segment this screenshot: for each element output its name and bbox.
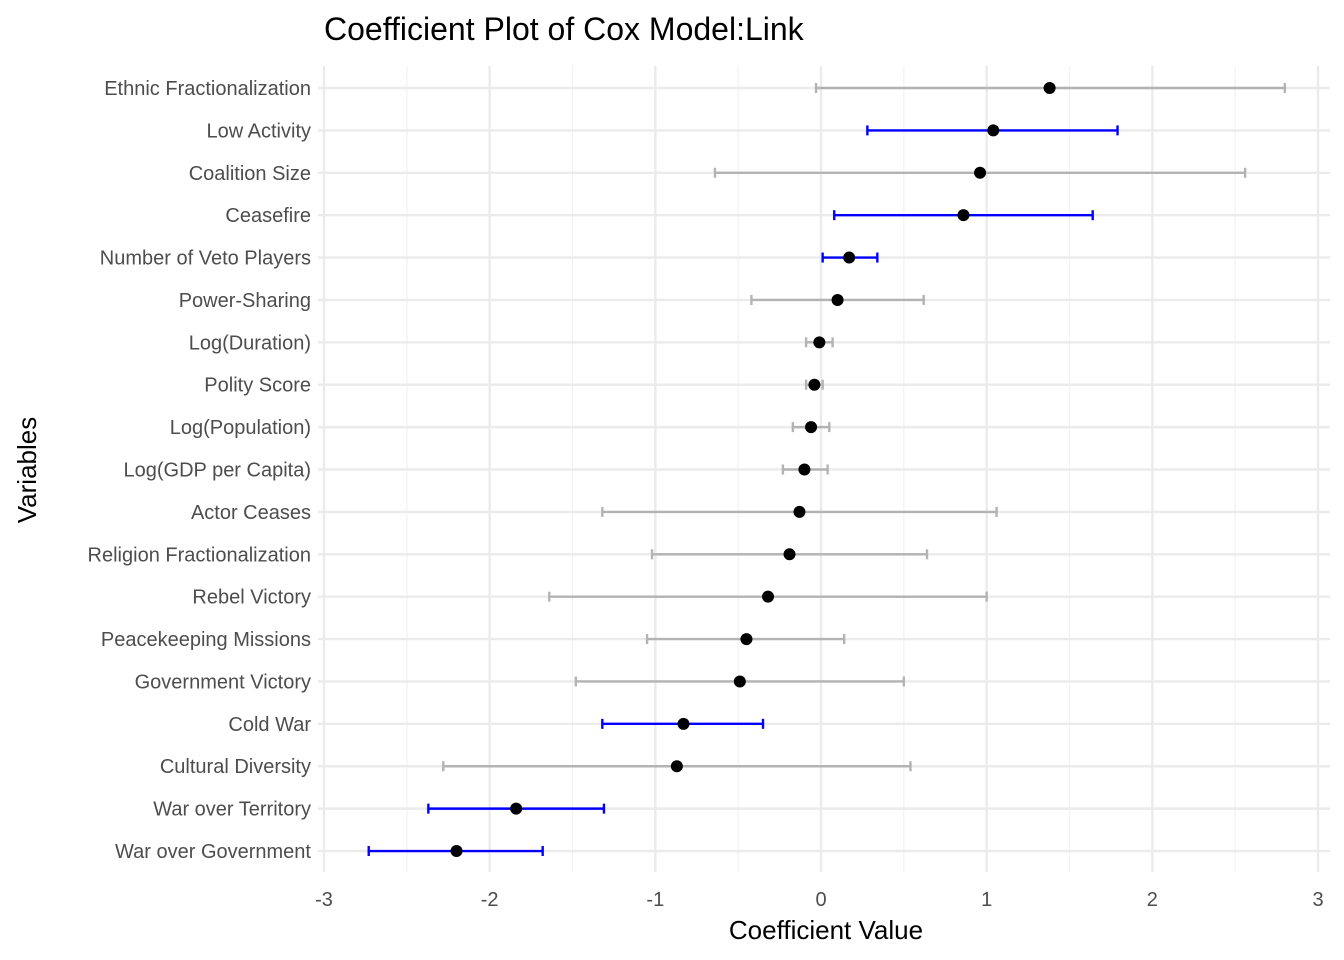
y-tick-label: Number of Veto Players [100,248,311,270]
y-tick-label: Low Activity [207,120,311,142]
y-tick-label: Cultural Diversity [160,756,311,778]
x-tick-label: 1 [981,889,992,911]
y-tick-label: War over Government [115,841,311,863]
coefficient-point [740,633,753,646]
y-tick-label: War over Territory [153,799,311,821]
coefficient-points [450,82,1056,858]
x-tick-label: 2 [1147,889,1158,911]
y-tick-label: Ceasefire [225,205,311,227]
coefficient-point [677,717,690,730]
coefficient-point [733,675,746,688]
x-tick-label: 0 [815,889,826,911]
x-tick-labels: -3 -2 -1 0 1 2 3 [315,889,1323,911]
y-tick-label: Actor Ceases [191,502,311,524]
coefficient-point [450,845,463,858]
coefficient-point [974,166,987,179]
coefficient-point [670,760,683,773]
coefficient-point [761,590,774,603]
coefficient-point [783,548,796,561]
x-tick-label: -2 [481,889,499,911]
y-tick-label: Coalition Size [189,163,311,185]
coefficient-point [831,293,844,306]
y-tick-label: Polity Score [204,375,311,397]
x-axis-title: Coefficient Value [729,915,923,945]
y-tick-label: Power-Sharing [179,290,311,312]
y-tick-label: Log(GDP per Capita) [124,460,312,482]
y-tick-label: Cold War [228,714,311,736]
y-tick-label: Log(Duration) [189,332,311,354]
coefficient-point [798,463,811,476]
y-tick-label: Rebel Victory [192,587,311,609]
coefficient-point [813,336,826,349]
y-tick-label: Government Victory [135,671,311,693]
chart-title: Coefficient Plot of Cox Model:Link [324,11,805,47]
y-tick-label: Peacekeeping Missions [101,629,311,651]
coefficient-point [843,251,856,264]
x-tick-label: 3 [1312,889,1323,911]
y-tick-label: Log(Population) [170,417,311,439]
y-tick-labels: Ethnic Fractionalization Low Activity Coal… [88,78,312,863]
x-tick-label: -1 [646,889,664,911]
coefficient-point [805,421,818,434]
coefficient-point [1043,82,1056,94]
y-tick-label: Religion Fractionalization [88,544,311,566]
coefficient-point [808,378,821,391]
coefficient-point [793,505,806,518]
coefficient-point [510,802,523,815]
y-axis-title: Variables [12,417,42,523]
coefficient-point [987,124,1000,137]
coefficient-point [957,209,970,222]
y-tick-label: Ethnic Fractionalization [104,78,311,100]
x-tick-label: -3 [315,889,333,911]
